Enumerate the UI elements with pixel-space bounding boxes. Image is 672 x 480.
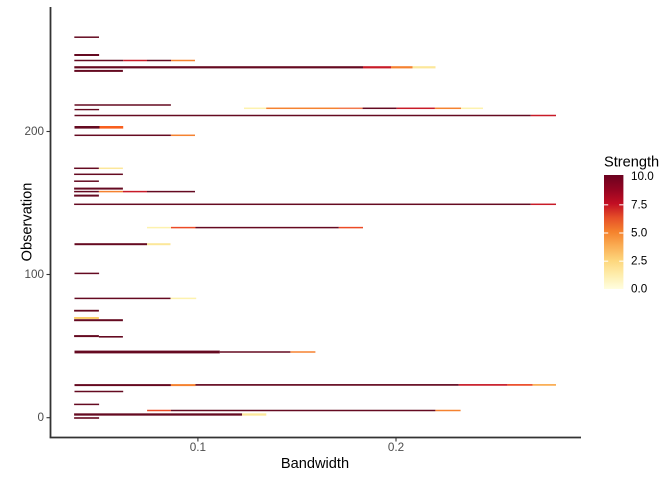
svg-text:7.5: 7.5	[631, 198, 648, 211]
svg-text:0.1: 0.1	[190, 441, 206, 454]
svg-text:Strength: Strength	[604, 155, 659, 171]
svg-text:10.0: 10.0	[631, 170, 654, 183]
svg-text:100: 100	[24, 268, 44, 281]
svg-text:Bandwidth: Bandwidth	[281, 456, 349, 472]
svg-text:2.5: 2.5	[631, 255, 648, 268]
svg-text:0.0: 0.0	[631, 283, 648, 296]
svg-text:Observation: Observation	[20, 183, 36, 262]
svg-text:5.0: 5.0	[631, 227, 648, 240]
svg-text:0: 0	[37, 411, 44, 424]
svg-text:200: 200	[24, 125, 44, 138]
svg-text:0.2: 0.2	[388, 441, 404, 454]
